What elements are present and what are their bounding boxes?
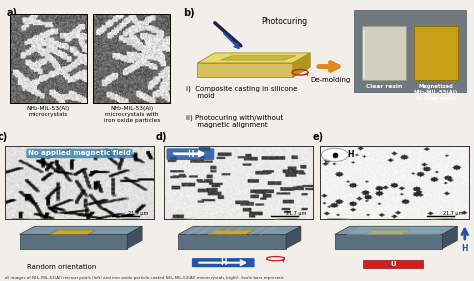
- Text: c): c): [0, 132, 8, 142]
- Text: a): a): [7, 8, 18, 19]
- FancyBboxPatch shape: [362, 26, 406, 80]
- Text: 21.7 μm: 21.7 μm: [128, 211, 148, 216]
- Polygon shape: [198, 63, 293, 77]
- Polygon shape: [198, 53, 310, 63]
- Polygon shape: [19, 234, 127, 248]
- Polygon shape: [178, 226, 301, 234]
- Polygon shape: [442, 226, 457, 248]
- Text: ii) Photocuring with/without
     magnetic alignment: ii) Photocuring with/without magnetic al…: [186, 115, 283, 128]
- Polygon shape: [335, 226, 457, 234]
- Text: Photocuring: Photocuring: [261, 17, 307, 26]
- Text: b): b): [183, 8, 195, 19]
- Text: NH₂-MIL-53(Al)
microcrystals with
iron oxide particles: NH₂-MIL-53(Al) microcrystals with iron o…: [104, 106, 160, 123]
- Polygon shape: [127, 226, 142, 248]
- FancyBboxPatch shape: [414, 26, 458, 80]
- FancyBboxPatch shape: [354, 10, 466, 92]
- Text: 21.7 μm: 21.7 μm: [443, 211, 463, 216]
- Text: U: U: [390, 261, 396, 267]
- Text: H: H: [462, 244, 468, 253]
- Text: H: H: [347, 150, 353, 159]
- Polygon shape: [286, 226, 301, 248]
- Text: e): e): [312, 132, 324, 142]
- Polygon shape: [293, 53, 310, 77]
- Text: Clear resin: Clear resin: [366, 84, 402, 89]
- Polygon shape: [178, 234, 286, 248]
- Polygon shape: [335, 234, 442, 248]
- Text: De-molding: De-molding: [310, 77, 351, 83]
- Circle shape: [321, 148, 348, 162]
- Polygon shape: [365, 230, 411, 234]
- Text: d) images of NH₂-MIL-53(Al) microcrystals (left) and iron oxide particle coated : d) images of NH₂-MIL-53(Al) microcrystal…: [5, 276, 283, 280]
- FancyBboxPatch shape: [363, 260, 423, 268]
- Polygon shape: [220, 56, 296, 60]
- Polygon shape: [209, 230, 255, 234]
- Text: NH₂-MIL-53(Al)
microcrystals: NH₂-MIL-53(Al) microcrystals: [27, 106, 70, 117]
- Text: Magnetized
NH₂-MIL-53(Al)
in clear resin: Magnetized NH₂-MIL-53(Al) in clear resin: [414, 84, 458, 101]
- Polygon shape: [50, 230, 96, 234]
- Text: No applied magnetic field: No applied magnetic field: [28, 150, 131, 157]
- Text: H: H: [220, 258, 227, 267]
- Text: H: H: [187, 150, 194, 159]
- Text: Random orientation: Random orientation: [27, 264, 96, 270]
- Text: i)  Composite casting in silicone
     mold: i) Composite casting in silicone mold: [186, 86, 297, 99]
- FancyBboxPatch shape: [192, 258, 255, 267]
- Text: 21.7 μm: 21.7 μm: [286, 211, 307, 216]
- FancyBboxPatch shape: [166, 148, 214, 160]
- Polygon shape: [19, 226, 142, 234]
- Text: d): d): [156, 132, 168, 142]
